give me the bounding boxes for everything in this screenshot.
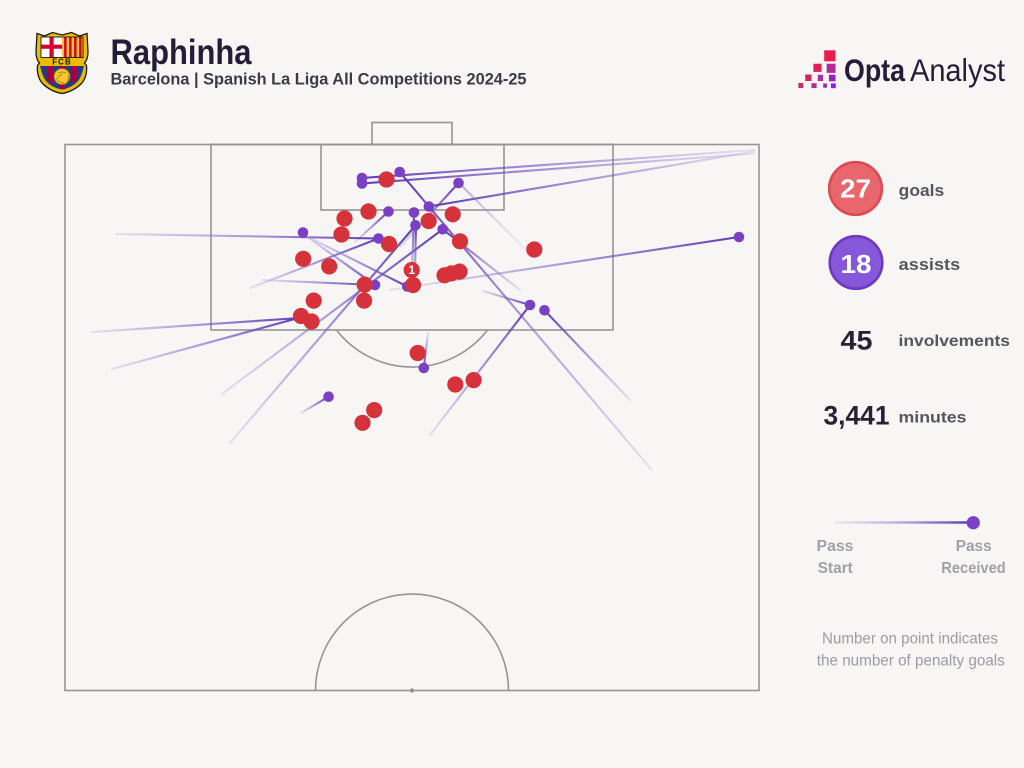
svg-text:Pass: Pass [817, 538, 854, 555]
svg-text:1: 1 [408, 263, 415, 277]
svg-text:involvements: involvements [899, 333, 1011, 350]
svg-text:Pass: Pass [956, 538, 992, 555]
svg-text:Barcelona | Spanish La Liga Al: Barcelona | Spanish La Liga All Competit… [111, 71, 527, 89]
svg-text:Number on point indicates: Number on point indicates [822, 631, 998, 648]
svg-text:27: 27 [840, 173, 871, 203]
svg-text:Raphinha: Raphinha [111, 33, 252, 72]
svg-text:minutes: minutes [899, 410, 967, 427]
svg-text:Opta: Opta [844, 52, 905, 88]
svg-text:Received: Received [941, 560, 1006, 577]
svg-text:FCB: FCB [52, 57, 72, 66]
svg-text:3,441: 3,441 [824, 401, 890, 431]
svg-text:Analyst: Analyst [910, 52, 1005, 88]
svg-text:18: 18 [841, 249, 872, 279]
svg-text:assists: assists [899, 256, 961, 274]
svg-text:goals: goals [899, 182, 945, 200]
svg-text:the number of penalty goals: the number of penalty goals [817, 653, 1005, 670]
svg-text:Start: Start [818, 560, 853, 577]
svg-text:45: 45 [841, 325, 873, 355]
